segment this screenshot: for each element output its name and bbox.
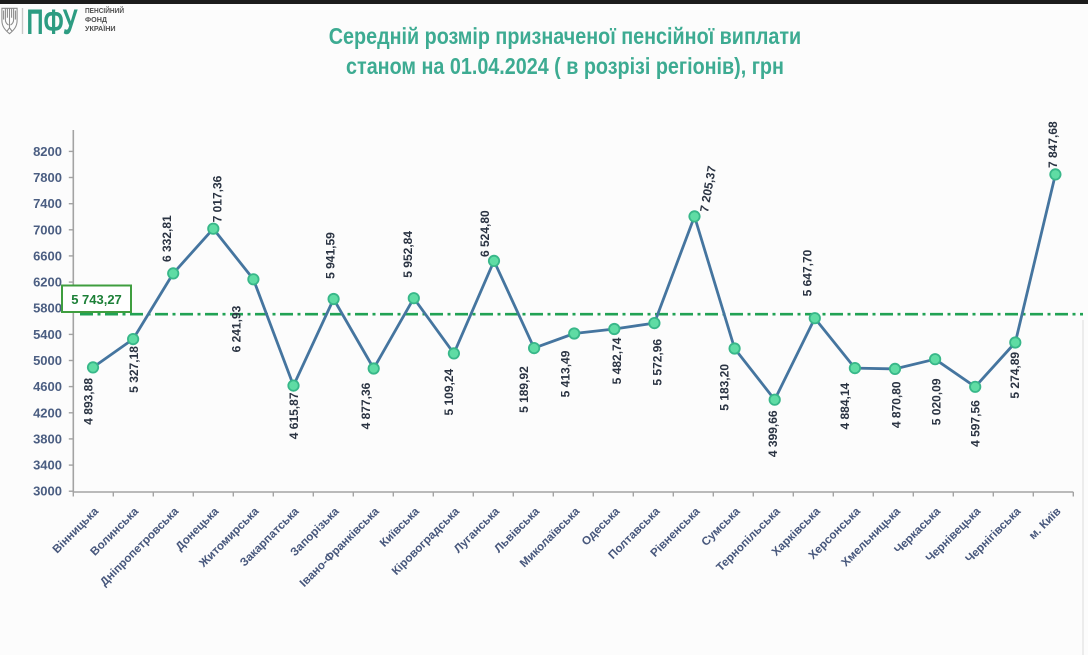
svg-text:4 399,66: 4 399,66: [766, 410, 780, 457]
svg-text:5 274,89: 5 274,89: [1008, 352, 1022, 399]
svg-text:7400: 7400: [33, 196, 62, 211]
svg-text:5 020,09: 5 020,09: [929, 378, 943, 425]
svg-text:ПФУ: ПФУ: [27, 3, 79, 42]
svg-text:6 241,93: 6 241,93: [230, 305, 244, 352]
svg-text:УКРАЇНИ: УКРАЇНИ: [85, 24, 116, 33]
svg-text:Кіровоградська: Кіровоградська: [389, 505, 462, 578]
svg-text:5 189,92: 5 189,92: [517, 366, 531, 413]
svg-text:Дніпропетровська: Дніпропетровська: [98, 505, 182, 589]
svg-text:5 327,18: 5 327,18: [127, 346, 141, 393]
svg-text:3000: 3000: [33, 484, 62, 499]
svg-text:7000: 7000: [33, 222, 62, 237]
svg-text:7 847,68: 7 847,68: [1046, 121, 1060, 168]
svg-text:5 647,70: 5 647,70: [801, 249, 815, 296]
svg-text:м. Київ: м. Київ: [1026, 505, 1063, 542]
svg-text:8200: 8200: [33, 144, 62, 159]
svg-text:6 524,80: 6 524,80: [478, 210, 492, 257]
svg-text:4 893,88: 4 893,88: [82, 378, 96, 425]
svg-text:6 332,81: 6 332,81: [160, 215, 174, 262]
svg-text:4 884,14: 4 884,14: [838, 382, 852, 429]
svg-text:7 017,36: 7 017,36: [211, 175, 225, 222]
svg-text:4 615,87: 4 615,87: [287, 392, 301, 439]
svg-text:5400: 5400: [33, 327, 62, 342]
svg-text:6600: 6600: [33, 248, 62, 263]
svg-text:Івано-Франківська: Івано-Франківська: [297, 505, 382, 590]
svg-text:6200: 6200: [33, 275, 62, 290]
svg-text:5 183,20: 5 183,20: [718, 364, 732, 411]
svg-text:5 413,49: 5 413,49: [558, 350, 572, 397]
svg-text:5 952,84: 5 952,84: [401, 231, 415, 278]
svg-text:ФОНД: ФОНД: [85, 15, 107, 24]
svg-text:7 205,37: 7 205,37: [697, 164, 719, 213]
svg-text:3400: 3400: [33, 458, 62, 473]
svg-text:5 743,27: 5 743,27: [71, 292, 122, 307]
svg-text:4600: 4600: [33, 379, 62, 394]
svg-text:5 572,96: 5 572,96: [650, 339, 664, 386]
svg-text:4200: 4200: [33, 405, 62, 420]
svg-text:4 597,56: 4 597,56: [969, 400, 983, 447]
svg-text:5 941,59: 5 941,59: [324, 232, 338, 279]
svg-text:5000: 5000: [33, 353, 62, 368]
svg-text:ПЕНСІЙНИЙ: ПЕНСІЙНИЙ: [85, 6, 124, 15]
svg-text:4 877,36: 4 877,36: [359, 382, 373, 429]
svg-text:5 482,74: 5 482,74: [610, 337, 624, 384]
svg-text:5 109,24: 5 109,24: [442, 368, 456, 415]
svg-text:5800: 5800: [33, 301, 62, 316]
svg-text:7800: 7800: [33, 170, 62, 185]
svg-text:4 870,80: 4 870,80: [890, 381, 904, 428]
svg-text:3800: 3800: [33, 431, 62, 446]
